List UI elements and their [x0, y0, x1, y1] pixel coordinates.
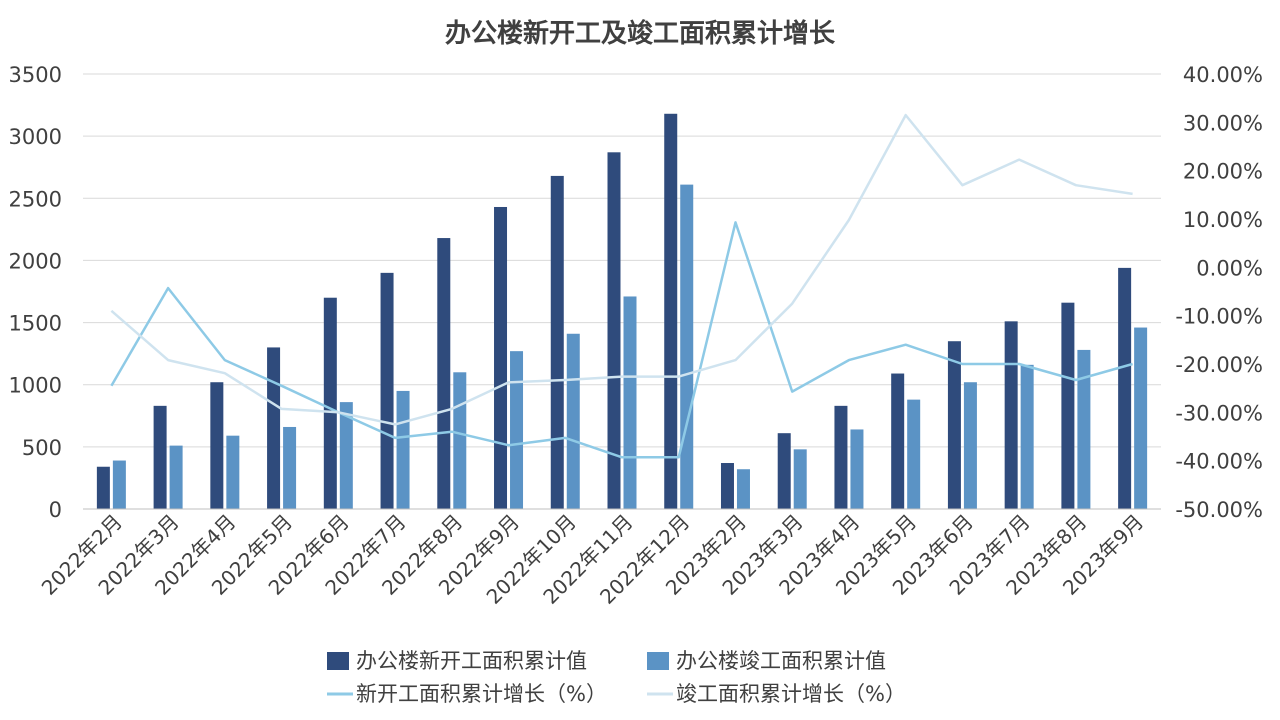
bar [210, 382, 224, 509]
bar [963, 382, 977, 509]
bar [550, 175, 564, 509]
bar [323, 297, 337, 509]
right-axis-tick-label: -20.00% [1175, 353, 1263, 377]
bar [96, 466, 110, 509]
left-axis-tick-label: 3000 [9, 125, 62, 149]
bar [339, 402, 353, 509]
bar [680, 184, 694, 509]
x-axis-ticks: 2022年2月2022年3月2022年4月2022年5月2022年6月2022年… [37, 508, 1161, 609]
left-axis-tick-label: 500 [22, 436, 62, 460]
series-line [110, 113, 1133, 426]
bar [736, 469, 750, 509]
bar [907, 399, 921, 509]
bar [283, 426, 297, 509]
bar [1020, 364, 1034, 509]
bar [1004, 321, 1018, 509]
bar [664, 113, 678, 510]
bar [437, 238, 451, 510]
right-axis-tick-label: 0.00% [1196, 256, 1263, 280]
bar [1118, 267, 1132, 509]
bar [267, 347, 281, 509]
bar [566, 333, 580, 509]
bar [380, 272, 394, 509]
bar [793, 449, 807, 509]
bar [169, 445, 183, 509]
bar [226, 435, 240, 509]
legend-label: 竣工面积累计增长（%） [676, 682, 906, 706]
bar [834, 405, 848, 509]
left-axis-tick-label: 1500 [9, 312, 62, 336]
bar [623, 296, 637, 509]
legend-swatch [327, 652, 349, 670]
bar [1134, 327, 1148, 509]
right-axis-tick-label: 10.00% [1183, 208, 1263, 232]
left-axis-tick-label: 3500 [9, 63, 62, 87]
legend-label: 办公楼竣工面积累计值 [676, 649, 886, 673]
bar [1077, 349, 1091, 509]
bar [850, 429, 864, 509]
bar [607, 152, 621, 510]
left-axis-tick-label: 0 [49, 498, 62, 522]
right-axis-tick-label: 20.00% [1183, 160, 1263, 184]
right-axis-tick-label: 40.00% [1183, 63, 1263, 87]
bar [510, 351, 524, 509]
left-axis-tick-label: 2500 [9, 187, 62, 211]
gridlines [83, 73, 1161, 510]
left-axis-ticks: 0 500 1000 1500 2000 2500 3000 3500 [9, 63, 62, 522]
bar [494, 206, 508, 509]
chart-title: 办公楼新开工及竣工面积累计增长 [445, 18, 836, 49]
left-axis-tick-label: 1000 [9, 374, 62, 398]
legend-swatch [647, 652, 669, 670]
bar [453, 372, 467, 509]
legend-label: 新开工面积累计增长（%） [356, 682, 607, 706]
right-axis-tick-label: 30.00% [1183, 111, 1263, 135]
bar [153, 405, 167, 509]
bar [891, 373, 905, 509]
lines [110, 113, 1133, 459]
right-axis-tick-label: -30.00% [1175, 401, 1263, 425]
right-axis-ticks: -50.00% -40.00% -30.00% -20.00% -10.00% 0.00%… [1175, 63, 1263, 522]
left-axis-tick-label: 2000 [9, 249, 62, 273]
bar [1061, 302, 1075, 509]
right-axis-tick-label: -10.00% [1175, 305, 1263, 329]
bar [947, 341, 961, 509]
right-axis-tick-label: -40.00% [1175, 450, 1263, 474]
legend-label: 办公楼新开工面积累计值 [356, 649, 587, 673]
bar [396, 390, 410, 509]
bar [777, 433, 791, 509]
series-line [110, 221, 1133, 459]
bar [720, 463, 734, 509]
bar [112, 460, 126, 509]
bars [96, 113, 1148, 510]
right-axis-tick-label: -50.00% [1175, 498, 1263, 522]
